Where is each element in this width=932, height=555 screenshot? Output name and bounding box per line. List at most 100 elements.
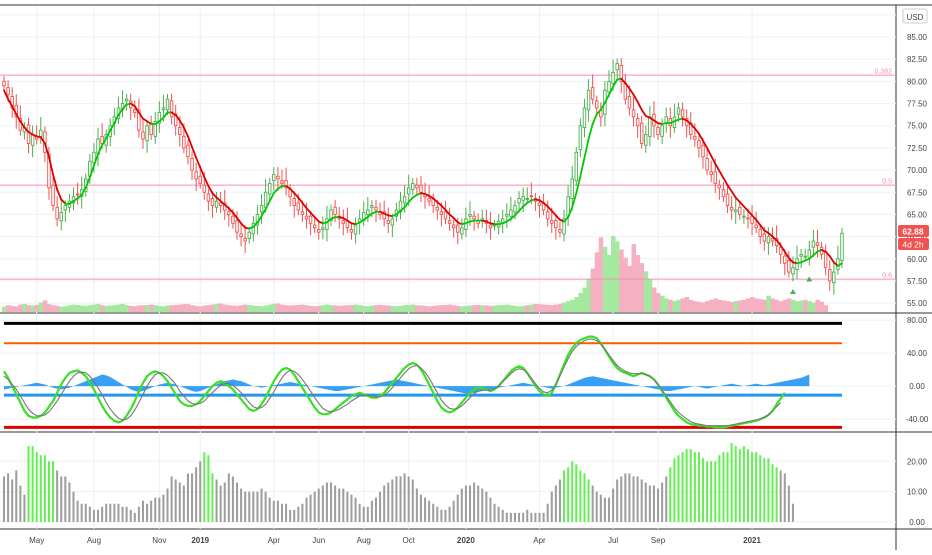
- volume-bar: [766, 295, 771, 312]
- volume-bar: [635, 255, 641, 312]
- candle-body: [447, 220, 452, 224]
- volume-bar: [333, 305, 338, 312]
- volume-bar: [316, 305, 322, 312]
- indicator-bar: [558, 479, 561, 522]
- time-tick-label: Aug: [87, 536, 101, 545]
- volume-bar: [296, 304, 301, 312]
- candle-body: [574, 151, 579, 182]
- candle-body: [713, 171, 717, 184]
- indicator-bar: [280, 503, 283, 522]
- price-pane[interactable]: 0.382 0.5 0.6: [0, 58, 896, 312]
- indicator-bar: [150, 500, 153, 522]
- volume-bar: [173, 304, 179, 312]
- volume-bar: [782, 299, 788, 312]
- currency-button[interactable]: [902, 8, 928, 24]
- candle-body: [811, 240, 816, 248]
- moving-average-segment: [399, 206, 406, 212]
- candle-body: [709, 171, 713, 175]
- candle-body: [206, 193, 211, 202]
- volume-bar: [349, 304, 354, 312]
- indicator-bar: [497, 506, 500, 522]
- volume-bar: [198, 306, 203, 312]
- indicator-bar: [783, 473, 786, 522]
- indicator-bar: [513, 512, 516, 522]
- candle-body: [550, 220, 554, 224]
- volume-bar: [696, 301, 702, 312]
- indicator-bar: [419, 494, 422, 522]
- moving-average-segment: [60, 198, 67, 205]
- volume-bar: [30, 305, 36, 312]
- volume-bar: [586, 279, 591, 312]
- indicator-bar: [39, 455, 42, 522]
- indicator-bar: [399, 476, 402, 522]
- indicator-bar: [23, 494, 26, 522]
- volume-bar: [680, 298, 686, 312]
- volume-bar: [406, 304, 412, 312]
- candle-body: [276, 175, 280, 180]
- moving-average-segment: [689, 123, 696, 130]
- indicator-bar: [563, 470, 566, 522]
- volume-bar: [341, 305, 346, 312]
- time-axis[interactable]: May Aug Nov 2019 Apr Jun Aug Oct 2020 Apr Jul Sep 20…: [29, 536, 761, 545]
- candle-body: [676, 107, 681, 115]
- candle-body: [733, 209, 738, 213]
- candle-body: [619, 64, 623, 82]
- moving-average-segment: [105, 129, 112, 140]
- moving-average-segment: [787, 256, 794, 264]
- candle-body: [799, 253, 803, 257]
- indicator-bar: [354, 497, 357, 522]
- indicator-bar: [47, 461, 50, 522]
- indicator-bar: [113, 503, 116, 522]
- volume-bar: [6, 305, 11, 312]
- indicator-bar: [468, 485, 472, 522]
- indicator-bar: [31, 446, 34, 522]
- volume-bar: [185, 304, 191, 312]
- candle-body: [697, 140, 701, 149]
- indicator-bar: [27, 446, 30, 522]
- volume-bar: [161, 306, 166, 312]
- volume-bar: [63, 306, 68, 312]
- indicator-bar: [137, 506, 140, 522]
- indicator-bar: [791, 503, 794, 522]
- volume-bar: [541, 304, 547, 312]
- indicator-bar: [387, 482, 390, 522]
- indicator-bar: [374, 497, 378, 522]
- indicator-bar: [509, 512, 512, 522]
- volume-bar: [664, 298, 669, 312]
- candle-body: [259, 205, 264, 213]
- candle-body: [742, 215, 746, 218]
- volume-bar: [247, 304, 252, 312]
- indicator-bar: [407, 476, 410, 522]
- price-tick-label: 67.50: [907, 188, 928, 197]
- oscillator-pane[interactable]: [3, 321, 842, 429]
- indicator-bar: [240, 488, 243, 522]
- indicator-bar: [767, 458, 770, 522]
- indicator-bar: [305, 497, 308, 522]
- volume-bar: [259, 306, 264, 312]
- candle-body: [153, 120, 157, 137]
- moving-average-segment: [734, 196, 741, 203]
- moving-average-segment: [113, 114, 120, 124]
- candle-body: [317, 229, 321, 233]
- indicator-bar: [738, 449, 741, 522]
- candle-body: [321, 227, 325, 230]
- indicator-bar: [746, 449, 750, 522]
- moving-average-segment: [109, 122, 116, 132]
- indicator-bar: [334, 485, 337, 522]
- bar-pane[interactable]: [2, 443, 794, 522]
- volume-bar: [337, 305, 342, 312]
- candle-body: [194, 171, 198, 180]
- volume-bar: [672, 301, 677, 312]
- countdown-text: 4d 2h: [902, 240, 924, 250]
- volume-bar: [181, 303, 187, 312]
- volume-bar: [312, 306, 318, 312]
- volume-bar: [202, 305, 207, 312]
- volume-bar: [480, 305, 485, 312]
- indicator-bar: [379, 491, 382, 522]
- moving-average-segment: [174, 114, 181, 122]
- price-tick-label: 80.00: [907, 77, 928, 86]
- indicator-bar: [96, 509, 100, 522]
- volume-bar: [463, 305, 469, 312]
